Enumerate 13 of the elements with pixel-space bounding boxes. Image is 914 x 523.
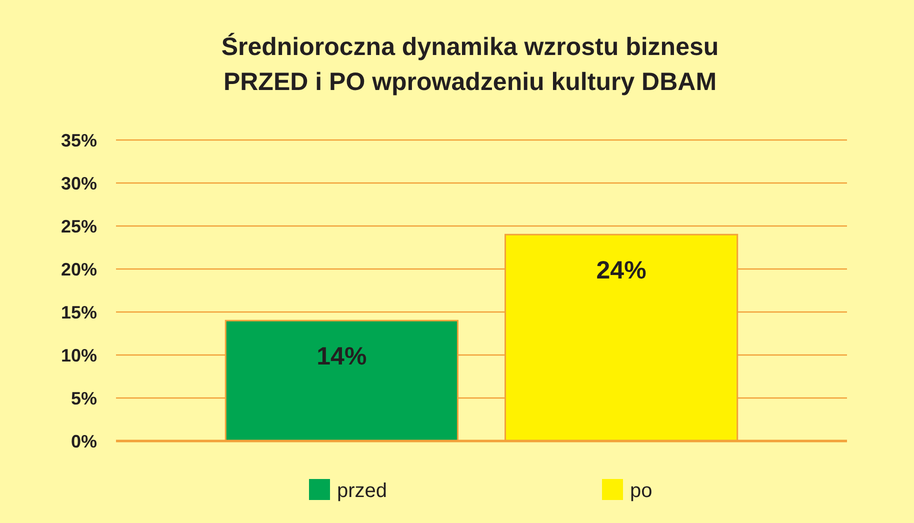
y-tick-label: 15% bbox=[60, 302, 97, 322]
data-label: 24% bbox=[596, 256, 646, 285]
chart-title: Średnioroczna dynamika wzrostu biznesu PRZED i PO wprowadzeniu kultury DBAM bbox=[221, 32, 719, 96]
legend-label: przed bbox=[337, 480, 388, 502]
legend-label: po bbox=[630, 480, 652, 502]
y-tick-label: 35% bbox=[60, 130, 97, 150]
y-tick-label: 10% bbox=[60, 345, 97, 366]
y-tick-label: 30% bbox=[60, 173, 97, 194]
y-tick-label: 25% bbox=[60, 216, 97, 236]
y-tick-label: 0% bbox=[70, 431, 97, 452]
data-label: 14% bbox=[316, 342, 367, 371]
y-tick-label: 5% bbox=[70, 388, 97, 408]
y-tick-label: 20% bbox=[60, 259, 97, 280]
